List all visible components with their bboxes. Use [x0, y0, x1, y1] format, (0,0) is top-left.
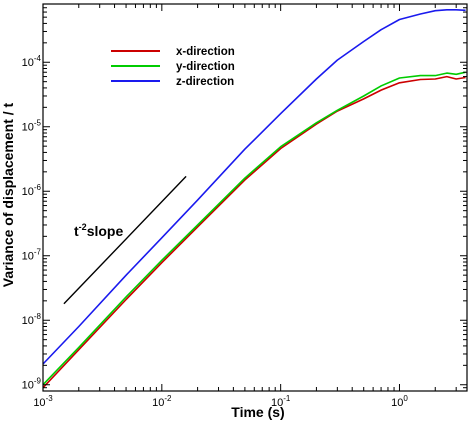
reference-slope-line: [63, 175, 187, 305]
slope-annotation-rest: slope: [87, 223, 124, 239]
series-line-z-direction: [42, 9, 466, 365]
x-tick-label-exponent: 0: [403, 394, 408, 403]
y-tick-label: 10-9: [22, 377, 42, 392]
y-tick-label-base: 10: [22, 186, 34, 198]
x-tick-label-base: 10: [33, 397, 45, 409]
x-tick-label-base: 10: [391, 397, 403, 409]
x-tick-label: 10-2: [152, 394, 172, 409]
y-tick-label-base: 10: [22, 315, 34, 327]
y-tick-label: 10-7: [22, 248, 42, 263]
x-tick-label: 10-3: [33, 394, 53, 409]
y-tick-label: 10-4: [22, 54, 42, 69]
y-tick-label-base: 10: [22, 251, 34, 263]
y-tick-label-exponent: -6: [34, 183, 42, 192]
y-tick-label-exponent: -8: [34, 312, 42, 321]
y-tick-label-exponent: -4: [34, 54, 42, 63]
legend-label-x-direction: x-direction: [176, 46, 235, 58]
y-tick-label: 10-6: [22, 183, 42, 198]
slope-annotation: t-2slope: [74, 222, 123, 239]
y-tick-label-exponent: -9: [34, 377, 42, 386]
x-tick-label-base: 10: [271, 397, 283, 409]
x-tick-label-exponent: -3: [46, 394, 54, 403]
slope-annotation-exponent: -2: [79, 222, 87, 232]
x-tick-label: 10-1: [271, 394, 291, 409]
legend-label-z-direction: z-direction: [176, 76, 234, 88]
x-tick-label-exponent: -2: [164, 394, 172, 403]
y-tick-label: 10-5: [22, 119, 42, 134]
slope-annotation-base: t: [74, 223, 79, 239]
x-tick-label-exponent: -1: [283, 394, 291, 403]
y-tick-label: 10-8: [22, 312, 42, 327]
y-tick-label-base: 10: [22, 122, 34, 134]
legend-label-y-direction: y-direction: [176, 61, 235, 73]
y-tick-label-exponent: -5: [34, 119, 42, 128]
x-tick-label-base: 10: [152, 397, 164, 409]
y-axis-label: Variance of displacement / t: [0, 102, 16, 287]
y-tick-label-base: 10: [22, 57, 34, 69]
series-line-y-direction: [42, 71, 466, 386]
y-tick-label-exponent: -7: [34, 248, 42, 257]
series-lines: [42, 9, 466, 389]
y-tick-label-base: 10: [22, 380, 34, 392]
legend: x-direction y-direction z-direction: [111, 46, 235, 88]
x-tick-label: 100: [391, 394, 408, 409]
reference-slope-segment: [63, 175, 187, 305]
x-axis-label: Time (s): [231, 404, 284, 420]
